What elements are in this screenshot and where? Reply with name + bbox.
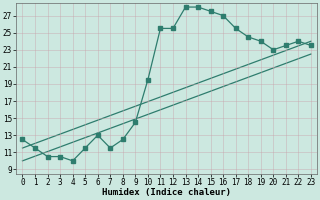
X-axis label: Humidex (Indice chaleur): Humidex (Indice chaleur) [102, 188, 231, 197]
